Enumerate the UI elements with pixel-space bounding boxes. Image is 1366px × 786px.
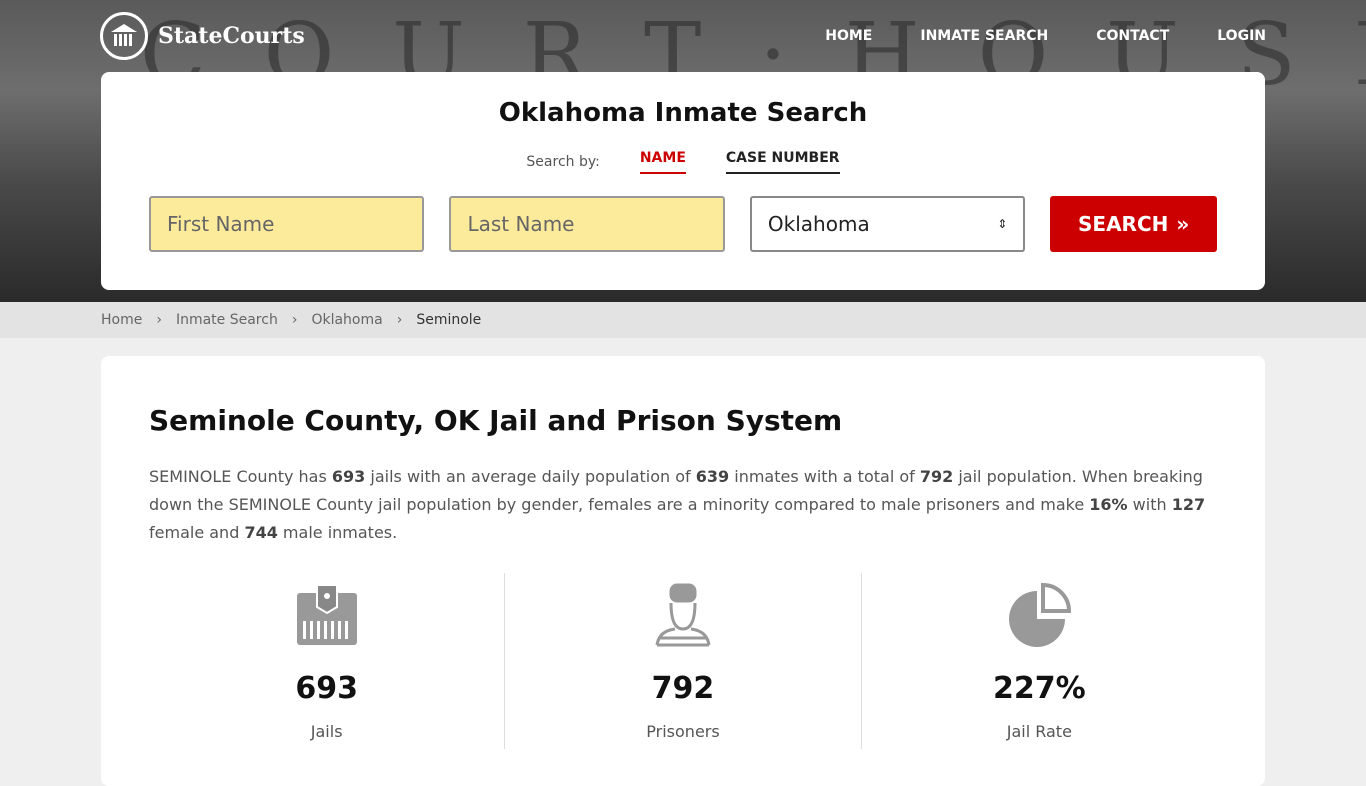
stat-label: Prisoners <box>646 722 720 741</box>
stat-prisoners: 792 Prisoners <box>504 573 860 749</box>
brand-name: StateCourts <box>158 23 305 49</box>
chevron-right-icon: › <box>396 312 403 328</box>
stat-label: Jails <box>310 722 343 741</box>
nav-inmate-search[interactable]: INMATE SEARCH <box>920 28 1049 44</box>
content-card: Seminole County, OK Jail and Prison Syst… <box>101 356 1265 786</box>
tab-name[interactable]: NAME <box>639 150 686 174</box>
breadcrumb-home[interactable]: Home <box>101 312 143 328</box>
stat-value: 227% <box>992 671 1086 706</box>
top-nav: StateCourts HOME INMATE SEARCH CONTACT L… <box>100 0 1266 72</box>
nav-contact[interactable]: CONTACT <box>1096 28 1170 44</box>
search-by-label: Search by: <box>526 154 600 170</box>
hero-header: COURT·HOUSE StateCourts HOME INMATE SEAR… <box>0 0 1366 302</box>
tab-case-number[interactable]: CASE NUMBER <box>725 150 840 174</box>
jail-icon <box>296 584 357 645</box>
pie-chart-icon <box>1009 582 1072 647</box>
page-title: Seminole County, OK Jail and Prison Syst… <box>149 404 843 437</box>
chevron-right-icon: › <box>291 312 298 328</box>
nav-login[interactable]: LOGIN <box>1217 28 1266 44</box>
stat-jails: 693 Jails <box>149 573 504 749</box>
breadcrumb-inmate-search[interactable]: Inmate Search <box>175 312 278 328</box>
chevron-right-icon: › <box>156 312 162 328</box>
last-name-input[interactable]: Last Name <box>449 196 725 252</box>
stat-value: 792 <box>651 671 715 706</box>
nav-home[interactable]: HOME <box>825 28 873 44</box>
double-chevron-right-icon: » <box>1176 212 1190 236</box>
stat-value: 693 <box>295 671 358 706</box>
select-arrows-icon: ⇕ <box>997 217 1008 231</box>
search-card: Oklahoma Inmate Search Search by: NAME C… <box>101 72 1265 290</box>
logo[interactable]: StateCourts <box>100 12 305 60</box>
breadcrumb-current: Seminole <box>416 312 482 328</box>
stat-label: Jail Rate <box>1006 722 1072 741</box>
first-name-input[interactable]: First Name <box>149 196 425 252</box>
prisoner-icon <box>655 583 711 647</box>
summary-paragraph: SEMINOLE County has 693 jails with an av… <box>149 467 1206 542</box>
state-select[interactable]: Oklahoma ⇕ <box>749 196 1026 252</box>
breadcrumb: Home › Inmate Search › Oklahoma › Seminole <box>0 302 1366 338</box>
search-title: Oklahoma Inmate Search <box>498 98 868 128</box>
stat-jail-rate: 227% Jail Rate <box>860 573 1217 749</box>
courthouse-icon <box>100 12 148 60</box>
search-button-label: SEARCH <box>1078 212 1169 236</box>
breadcrumb-oklahoma[interactable]: Oklahoma <box>311 312 383 328</box>
search-button[interactable]: SEARCH » <box>1050 196 1217 252</box>
state-value: Oklahoma <box>767 212 870 236</box>
